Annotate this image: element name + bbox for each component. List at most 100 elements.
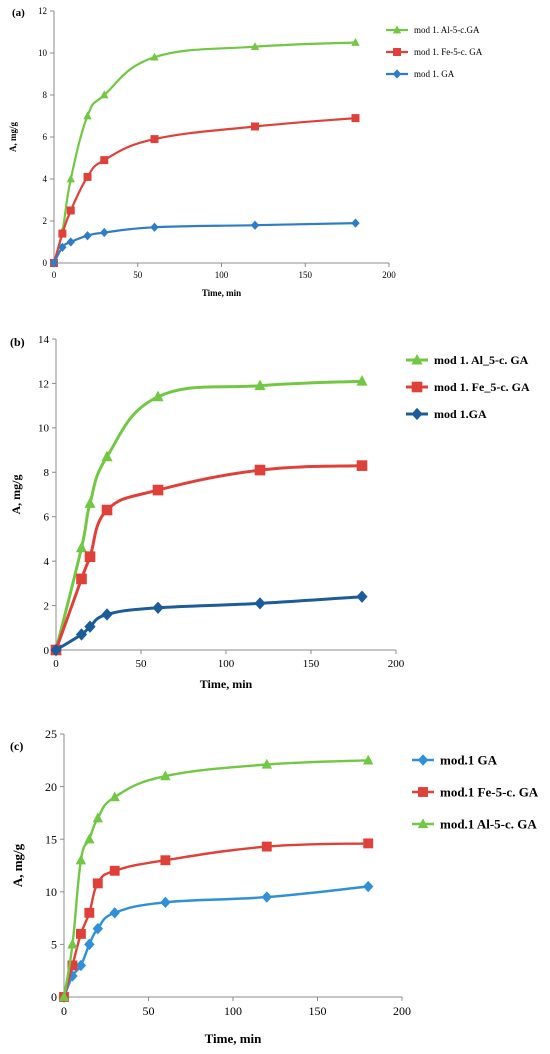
data-point — [261, 758, 272, 769]
y-tick-label: 6 — [44, 512, 50, 524]
y-axis-title: A, mg/g — [9, 475, 23, 515]
x-tick-label: 200 — [393, 1004, 411, 1018]
y-tick-label: 14 — [38, 334, 50, 346]
y-tick-label: 0 — [51, 990, 57, 1004]
y-tick-label: 0 — [44, 645, 50, 657]
legend-entry: mod 1. Fe_5-c. GA — [406, 380, 530, 394]
data-point — [75, 959, 87, 972]
data-point — [83, 231, 92, 241]
data-point — [152, 601, 164, 614]
data-point — [356, 460, 368, 471]
y-tick-label: 10 — [38, 48, 48, 58]
y-tick-label: 12 — [38, 6, 47, 16]
x-tick-label: 200 — [388, 658, 405, 670]
diamond-marker-icon — [392, 69, 402, 79]
series-triangle — [49, 37, 360, 267]
series-triangle — [58, 754, 374, 1002]
legend-entry: mod 1.GA — [406, 407, 487, 421]
series-line — [62, 885, 369, 998]
data-point — [363, 880, 374, 893]
chart-panel-a: 0 50 100 150 200 0 2 4 6 8 10 12 Time, min A, mg/g (a)… — [0, 0, 550, 310]
panel-label: (a) — [12, 7, 25, 19]
data-point — [261, 891, 272, 903]
triangle-marker-icon — [392, 25, 402, 34]
legend-label: mod.1 Fe-5-c. GA — [440, 785, 539, 800]
data-point — [363, 838, 374, 849]
y-tick-label: 20 — [45, 780, 57, 794]
legend-label: mod.1 Al-5-c. GA — [440, 817, 537, 832]
data-point — [251, 122, 259, 131]
data-point — [160, 770, 171, 781]
legend-entry: mod 1. GA — [386, 69, 455, 79]
series-diamond — [58, 880, 374, 1003]
data-point — [101, 608, 113, 621]
series-square — [59, 838, 374, 1002]
square-marker-icon — [411, 381, 423, 393]
data-point — [250, 42, 260, 51]
y-tick-label: 4 — [44, 556, 50, 568]
x-tick-label: 0 — [61, 1004, 67, 1018]
y-tick-label: 10 — [38, 423, 50, 435]
legend-entry: mod.1 Fe-5-c. GA — [412, 785, 539, 800]
data-point — [58, 242, 67, 252]
legend-label: mod 1. GA — [414, 69, 455, 79]
data-point — [84, 907, 95, 918]
series-line — [53, 222, 356, 264]
data-point — [109, 791, 120, 802]
series-square — [50, 114, 360, 267]
chart-b-svg: 0 50 100 150 200 0 2 4 6 8 10 12 14 Time, min A, mg/g (… — [9, 334, 530, 691]
x-tick-label: 150 — [309, 1004, 327, 1018]
data-point — [250, 220, 260, 230]
data-point — [83, 111, 92, 120]
data-point — [76, 573, 87, 585]
y-tick-label: 2 — [44, 600, 50, 612]
series-diamond — [50, 590, 368, 657]
y-tick-label: 10 — [45, 885, 57, 899]
data-point — [351, 114, 360, 123]
data-point — [92, 922, 103, 935]
data-point — [160, 855, 171, 866]
data-point — [100, 156, 109, 165]
y-tick-label: 8 — [43, 90, 48, 100]
data-point — [75, 928, 86, 939]
legend-label: mod.1 GA — [440, 753, 498, 768]
legend-entry: mod 1. Fe-5-c. GA — [386, 47, 483, 57]
x-axis-title: Time, min — [200, 677, 253, 691]
legend-entry: mod.1 GA — [412, 753, 498, 768]
series-line — [54, 464, 363, 651]
series-square — [50, 460, 368, 656]
chart-panel-c: 0 50 100 150 200 0 5 10 15 20 25 Time, min A, mg/g (c… — [0, 725, 550, 1054]
data-point — [84, 938, 95, 951]
data-point — [84, 833, 95, 844]
data-point — [100, 90, 109, 99]
data-point — [261, 841, 272, 852]
legend-entry: mod.1 Al-5-c. GA — [412, 817, 537, 832]
x-tick-label: 150 — [299, 270, 313, 280]
data-point — [254, 379, 266, 391]
data-point — [100, 227, 109, 238]
series-line — [52, 117, 356, 264]
data-point — [356, 375, 368, 386]
y-tick-label: 25 — [45, 727, 57, 741]
y-axis-title: A, mg/g — [8, 122, 18, 152]
data-point — [50, 643, 62, 657]
y-tick-label: 2 — [43, 216, 48, 226]
data-point — [160, 896, 171, 909]
y-tick-label: 8 — [44, 467, 50, 479]
data-point — [58, 991, 70, 1002]
y-tick-label: 15 — [45, 832, 57, 846]
y-tick-label: 5 — [51, 938, 57, 952]
x-tick-label: 100 — [218, 658, 235, 670]
data-point — [84, 497, 96, 508]
diamond-marker-icon — [411, 407, 423, 421]
chart-c-svg: 0 50 100 150 200 0 5 10 15 20 25 Time, min A, mg/g (c… — [10, 727, 539, 1046]
legend-entry: mod 1. Al_5-c. GA — [406, 353, 529, 367]
data-point — [356, 590, 368, 603]
data-point — [92, 878, 103, 889]
data-point — [101, 504, 113, 516]
data-point — [66, 206, 75, 215]
series-diamond — [49, 218, 360, 268]
triangle-marker-icon — [417, 818, 429, 829]
data-point — [254, 597, 266, 610]
legend-entry: mod 1. Al-5-c.GA — [386, 25, 480, 35]
